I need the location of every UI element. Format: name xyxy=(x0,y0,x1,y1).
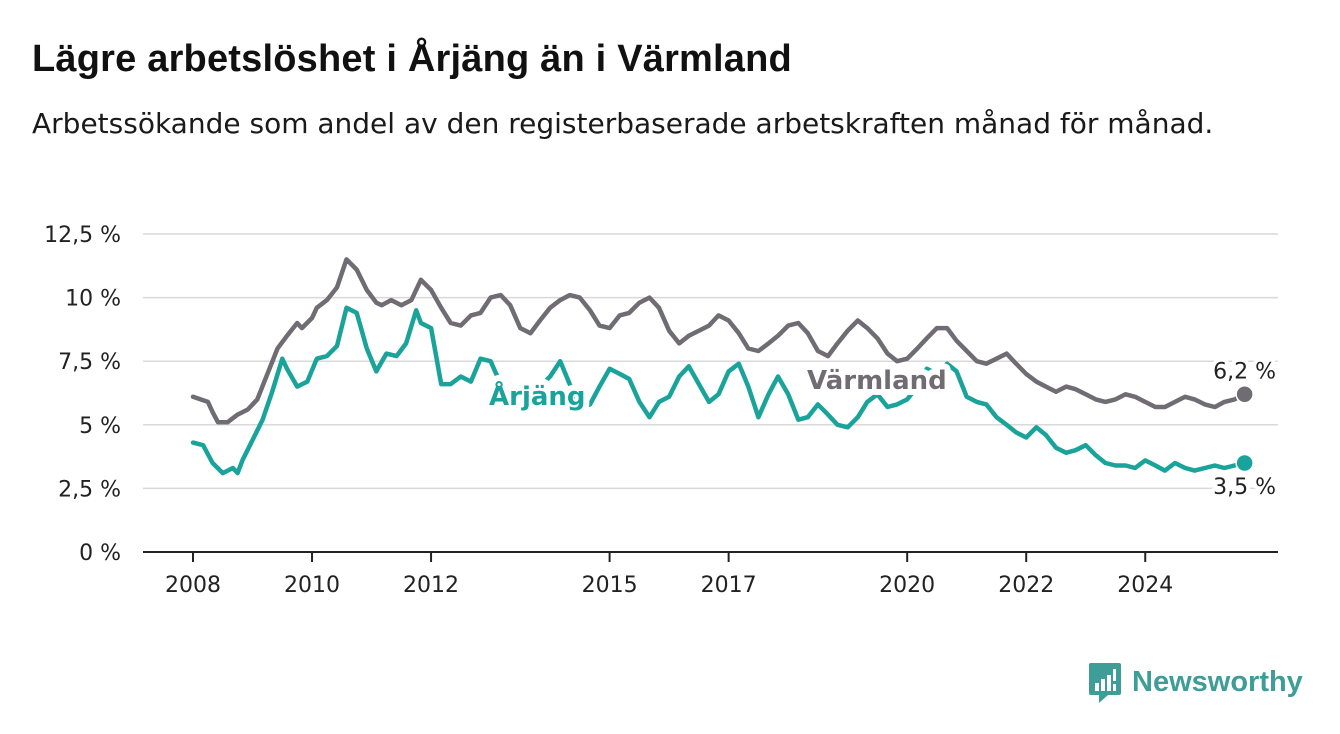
series-label-varmland-halo: Värmland xyxy=(807,366,947,396)
newsworthy-brand: Newsworthy xyxy=(1088,660,1303,704)
y-tick-label: 10 % xyxy=(65,287,121,312)
x-tick-label: 2012 xyxy=(403,573,459,598)
x-axis: 2008 2010 2012 2015 2017 2020 2022 2024 xyxy=(143,551,1278,598)
x-tick-label: 2015 xyxy=(582,573,638,598)
series-line-varmland xyxy=(190,257,1247,425)
newsworthy-logo-icon xyxy=(1089,663,1121,703)
series-label-arjang-halo: Årjäng xyxy=(489,380,586,412)
page-subtitle: Arbetssökande som andel av den registerb… xyxy=(32,107,1214,140)
end-value-label-arjang: 3,5 % xyxy=(1213,475,1276,500)
end-point-arjang xyxy=(1235,453,1254,473)
series-label-varmland: Värmland xyxy=(807,366,947,396)
series-lines xyxy=(190,257,1247,476)
end-value-halo-varmland: 6,2 % xyxy=(1213,359,1276,384)
series-label-arjang: Årjäng xyxy=(489,380,586,412)
y-tick-label: 7,5 % xyxy=(58,350,121,375)
end-value-label-varmland: 6,2 % xyxy=(1213,359,1276,384)
brand-name: Newsworthy xyxy=(1132,665,1303,698)
y-tick-label: 5 % xyxy=(79,414,121,439)
end-point-varmland xyxy=(1235,385,1254,404)
x-tick-label: 2017 xyxy=(701,573,757,598)
x-tick-label: 2020 xyxy=(879,573,935,598)
end-value-halo-arjang: 3,5 % xyxy=(1213,475,1276,500)
grid-layer xyxy=(143,233,1278,490)
x-tick-label: 2024 xyxy=(1117,573,1173,598)
y-tick-label: 12,5 % xyxy=(44,223,121,248)
x-tick-label: 2022 xyxy=(998,573,1054,598)
y-tick-label: 0 % xyxy=(79,541,121,566)
series-line-arjang xyxy=(190,305,1247,476)
page-title: Lägre arbetslöshet i Årjäng än i Värmlan… xyxy=(32,38,792,80)
x-tick-label: 2010 xyxy=(284,573,340,598)
y-tick-label: 2,5 % xyxy=(58,477,121,502)
y-axis-labels: 0 % 2,5 % 5 % 7,5 % 10 % 12,5 % xyxy=(44,223,121,566)
x-tick-label: 2008 xyxy=(165,573,221,598)
